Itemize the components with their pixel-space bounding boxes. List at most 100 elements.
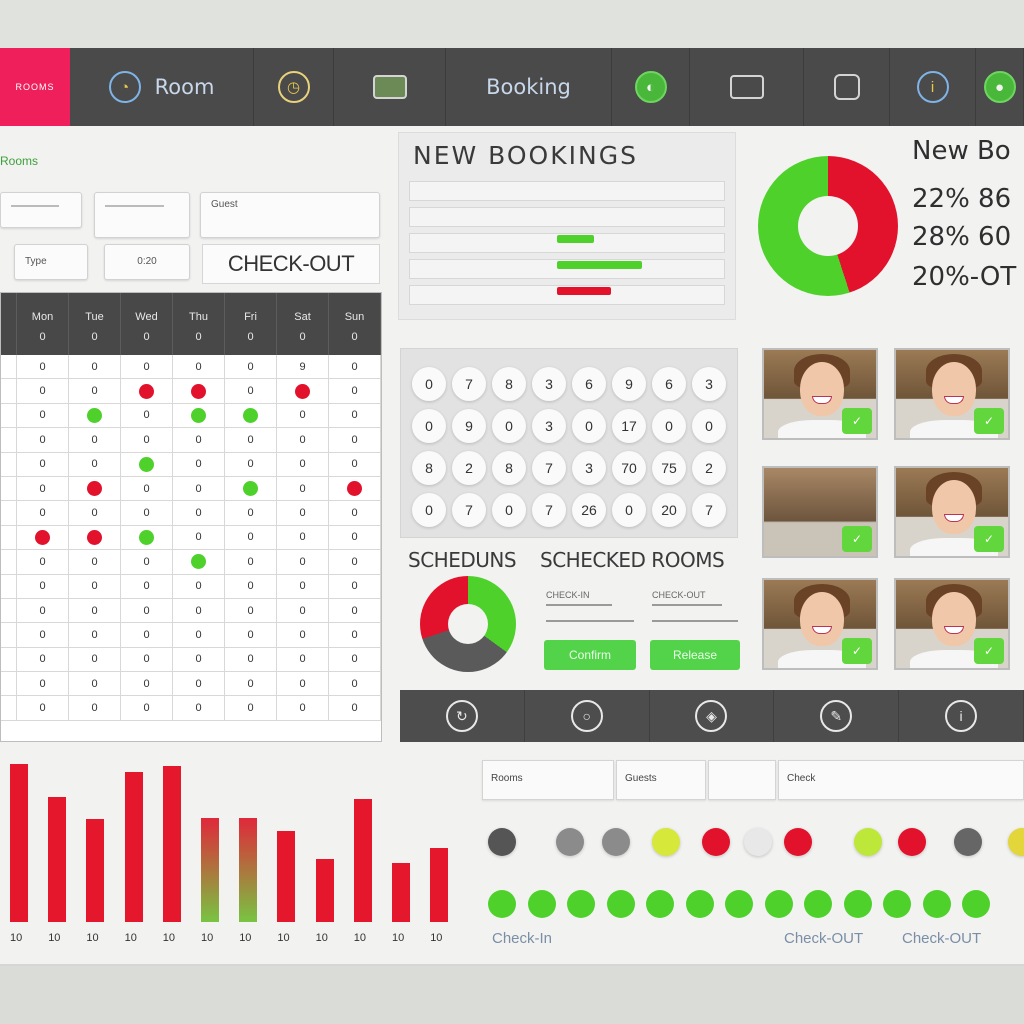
filter-field-1[interactable] xyxy=(0,192,82,228)
guest-field[interactable]: Guest xyxy=(200,192,380,238)
grid-cell[interactable] xyxy=(121,452,173,477)
grid-cell[interactable] xyxy=(69,476,121,502)
keypad-key[interactable]: 8 xyxy=(492,451,526,485)
grid-cell[interactable]: 0 xyxy=(225,672,277,697)
status-indicator[interactable] xyxy=(685,890,714,918)
grid-cell[interactable]: 0 xyxy=(173,501,225,526)
grid-cell[interactable]: 0 xyxy=(277,598,329,624)
grid-cell[interactable]: 0 xyxy=(121,598,173,624)
action-info[interactable]: i xyxy=(899,690,1024,742)
grid-cell[interactable]: 0 xyxy=(17,550,69,575)
status-indicator[interactable] xyxy=(652,828,680,856)
grid-cell[interactable]: 0 xyxy=(225,574,277,599)
grid-cell[interactable] xyxy=(121,379,173,404)
status-indicator[interactable] xyxy=(488,828,516,856)
grid-cell[interactable] xyxy=(17,525,69,551)
grid-cell[interactable]: 0 xyxy=(121,647,173,673)
grid-cell[interactable]: 0 xyxy=(329,623,381,648)
keypad-key[interactable]: 8 xyxy=(412,451,446,485)
time-field[interactable]: 0:20 xyxy=(104,244,190,280)
grid-cell[interactable]: 0 xyxy=(17,379,69,404)
grid-cell[interactable] xyxy=(121,525,173,551)
grid-cell[interactable]: 0 xyxy=(329,598,381,624)
grid-cell[interactable]: 0 xyxy=(173,525,225,551)
grid-cell[interactable]: 0 xyxy=(69,550,121,575)
nav-card[interactable] xyxy=(690,48,804,126)
grid-cell[interactable]: 0 xyxy=(69,623,121,648)
grid-cell[interactable]: 0 xyxy=(329,574,381,599)
grid-cell[interactable]: 0 xyxy=(277,647,329,673)
grid-cell[interactable] xyxy=(277,379,329,404)
grid-cell[interactable]: 9 xyxy=(277,355,329,380)
staff-photo[interactable]: ✓ xyxy=(762,466,878,558)
nav-room[interactable]: ◔ Room xyxy=(70,48,254,126)
status-indicator[interactable] xyxy=(784,828,812,856)
grid-cell[interactable]: 0 xyxy=(277,403,329,429)
grid-cell[interactable]: 0 xyxy=(225,696,277,721)
grid-cell[interactable] xyxy=(225,476,277,502)
grid-cell[interactable]: 0 xyxy=(329,672,381,697)
grid-cell[interactable]: 0 xyxy=(173,452,225,477)
grid-cell[interactable]: 0 xyxy=(121,428,173,453)
keypad-key[interactable]: 2 xyxy=(692,451,726,485)
action-tag[interactable]: ◈ xyxy=(650,690,775,742)
status-indicator[interactable] xyxy=(764,890,793,918)
keypad-key[interactable]: 75 xyxy=(652,451,686,485)
grid-cell[interactable]: 0 xyxy=(277,525,329,551)
grid-cell[interactable] xyxy=(173,379,225,404)
grid-cell[interactable]: 0 xyxy=(17,647,69,673)
keypad-key[interactable]: 17 xyxy=(612,409,646,443)
keypad-key[interactable]: 9 xyxy=(452,409,486,443)
grid-cell[interactable]: 0 xyxy=(277,428,329,453)
grid-cell[interactable]: 0 xyxy=(69,355,121,380)
grid-cell[interactable]: 0 xyxy=(329,403,381,429)
booking-row[interactable] xyxy=(409,285,725,305)
release-button[interactable]: Release xyxy=(650,640,740,670)
grid-cell[interactable]: 0 xyxy=(69,379,121,404)
grid-cell[interactable]: 0 xyxy=(173,598,225,624)
grid-cell[interactable]: 0 xyxy=(329,379,381,404)
rooms-filter-field[interactable]: Rooms xyxy=(482,760,614,800)
grid-cell[interactable]: 0 xyxy=(225,501,277,526)
filter-field-2[interactable] xyxy=(94,192,190,238)
grid-cell[interactable]: 0 xyxy=(17,428,69,453)
grid-cell[interactable]: 0 xyxy=(277,623,329,648)
status-indicator[interactable] xyxy=(962,890,990,918)
status-indicator[interactable] xyxy=(556,828,584,856)
grid-cell[interactable]: 0 xyxy=(225,647,277,673)
action-circle[interactable]: ○ xyxy=(525,690,650,742)
keypad-key[interactable]: 0 xyxy=(412,493,446,527)
nav-lock[interactable]: ◐ xyxy=(612,48,690,126)
status-indicator[interactable] xyxy=(567,890,595,918)
keypad-key[interactable]: 3 xyxy=(572,451,606,485)
grid-cell[interactable]: 0 xyxy=(69,598,121,624)
grid-cell[interactable]: 0 xyxy=(329,428,381,453)
status-indicator[interactable] xyxy=(1008,828,1024,856)
grid-cell[interactable] xyxy=(69,525,121,551)
keypad-key[interactable]: 26 xyxy=(572,493,606,527)
status-indicator[interactable] xyxy=(602,828,630,856)
staff-photo[interactable]: ✓ xyxy=(894,466,1010,558)
grid-cell[interactable]: 0 xyxy=(225,623,277,648)
keypad-key[interactable]: 0 xyxy=(692,409,726,443)
status-indicator[interactable] xyxy=(843,890,872,918)
grid-cell[interactable]: 0 xyxy=(225,379,277,404)
grid-cell[interactable]: 0 xyxy=(17,672,69,697)
grid-cell[interactable]: 0 xyxy=(17,501,69,526)
check-filter-field[interactable]: Check xyxy=(778,760,1024,800)
keypad-key[interactable]: 0 xyxy=(652,409,686,443)
status-indicator[interactable] xyxy=(954,828,982,856)
grid-cell[interactable]: 0 xyxy=(121,672,173,697)
keypad-key[interactable]: 7 xyxy=(452,367,486,401)
grid-cell[interactable] xyxy=(225,403,277,429)
grid-cell[interactable] xyxy=(173,403,225,429)
booking-row[interactable] xyxy=(409,259,725,279)
grid-cell[interactable]: 0 xyxy=(121,574,173,599)
staff-photo[interactable]: ✓ xyxy=(894,578,1010,670)
grid-cell[interactable]: 0 xyxy=(69,452,121,477)
grid-cell[interactable]: 0 xyxy=(173,647,225,673)
grid-cell[interactable]: 0 xyxy=(277,696,329,721)
nav-booking[interactable]: Booking xyxy=(446,48,612,126)
grid-cell[interactable]: 0 xyxy=(225,428,277,453)
blank-filter-field[interactable] xyxy=(708,760,776,800)
